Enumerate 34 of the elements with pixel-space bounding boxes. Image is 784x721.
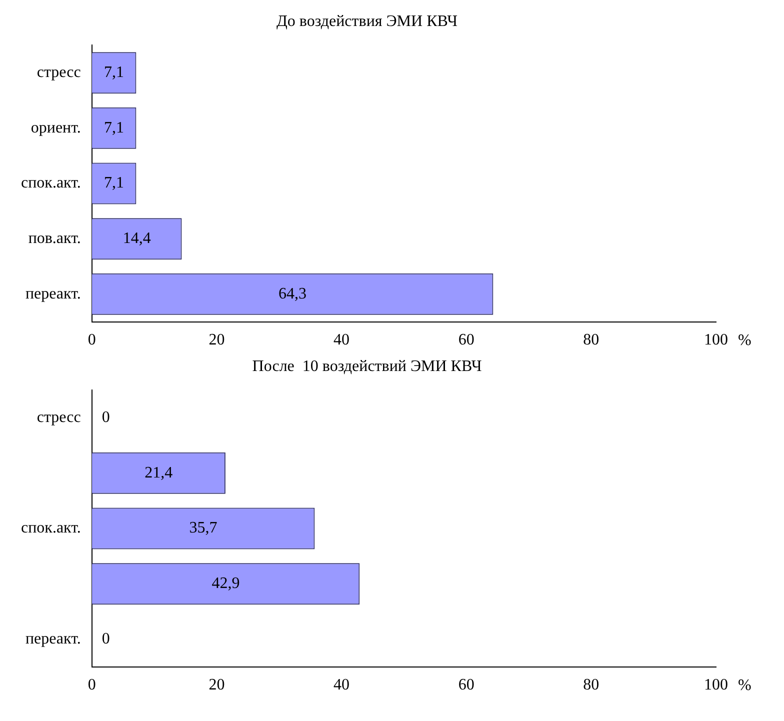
data-label: 0 [102,630,110,648]
y-tick-label: ориент. [30,119,81,136]
data-label: 64,3 [278,285,307,302]
y-tick-label: пов.акт. [28,230,81,248]
y-tick-label: переакт. [25,285,81,302]
data-label: 35,7 [189,520,218,537]
x-tick-label: 40 [334,332,350,349]
data-label: 14,4 [122,230,151,248]
y-tick-label: стресс [36,409,81,426]
y-tick-label: стресс [36,64,81,82]
x-tick-label: 0 [88,676,96,694]
x-tick-label: 60 [458,676,474,694]
x-tick-label: 60 [458,332,474,349]
x-tick-label: 20 [208,676,225,694]
x-tick-label: 20 [208,332,225,349]
data-label: 21,4 [144,464,173,482]
x-tick-label: 100 [704,332,728,349]
data-label: 42,9 [212,575,240,592]
x-tick-label: 100 [704,676,728,694]
x-axis-title: % [738,332,752,350]
data-label: 7,1 [104,119,124,136]
x-tick-label: 0 [88,332,96,349]
y-tick-label: спок.акт. [21,520,81,537]
y-tick-label: спок.акт. [21,174,81,192]
x-tick-label: 40 [334,676,350,694]
chart-title: После 10 воздействий ЭМИ КВЧ [252,358,482,375]
x-tick-label: 80 [583,332,600,349]
chart-title: До воздействия ЭМИ КВЧ [276,12,458,30]
y-tick-label: переакт. [25,630,81,648]
data-label: 7,1 [104,174,124,192]
data-label: 0 [102,409,110,426]
x-tick-label: 80 [583,676,600,694]
data-label: 7,1 [104,64,124,82]
x-axis-title: % [738,677,752,694]
